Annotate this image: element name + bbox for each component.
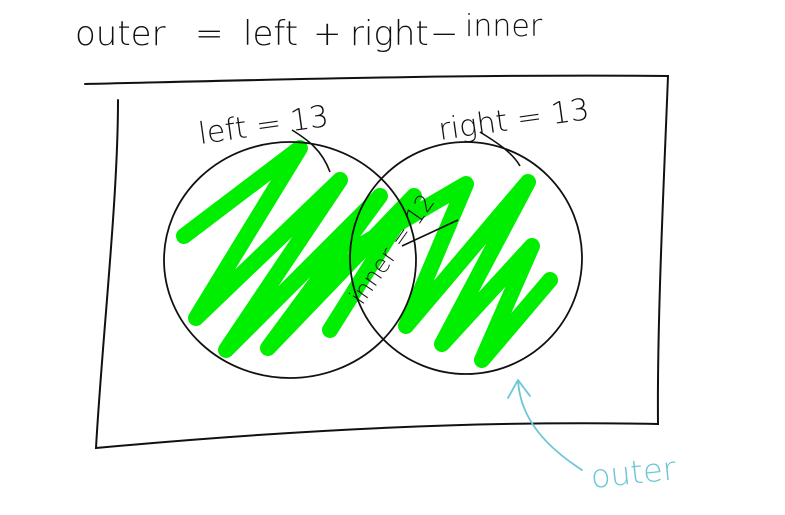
right-set-label: right = 13: [436, 92, 591, 148]
inner-label-leader: [401, 219, 459, 247]
left-label-leader: [291, 129, 331, 173]
formula-inner: inner: [465, 9, 543, 44]
formula-plus: +: [313, 14, 342, 54]
formula: outer = left + right − inner: [75, 9, 543, 54]
formula-outer: outer: [75, 14, 166, 54]
formula-left: left: [243, 14, 298, 54]
left-circle: [163, 141, 417, 379]
outer-rectangle: [84, 74, 670, 450]
formula-right: right: [350, 14, 429, 54]
outer-annotation-label: outer: [589, 449, 679, 496]
right-set-scribble: [348, 174, 558, 368]
formula-equals: =: [195, 14, 224, 54]
right-label-leader: [479, 131, 521, 167]
right-circle: [349, 141, 583, 375]
formula-minus: −: [430, 14, 459, 54]
outer-arrow: [507, 379, 583, 471]
